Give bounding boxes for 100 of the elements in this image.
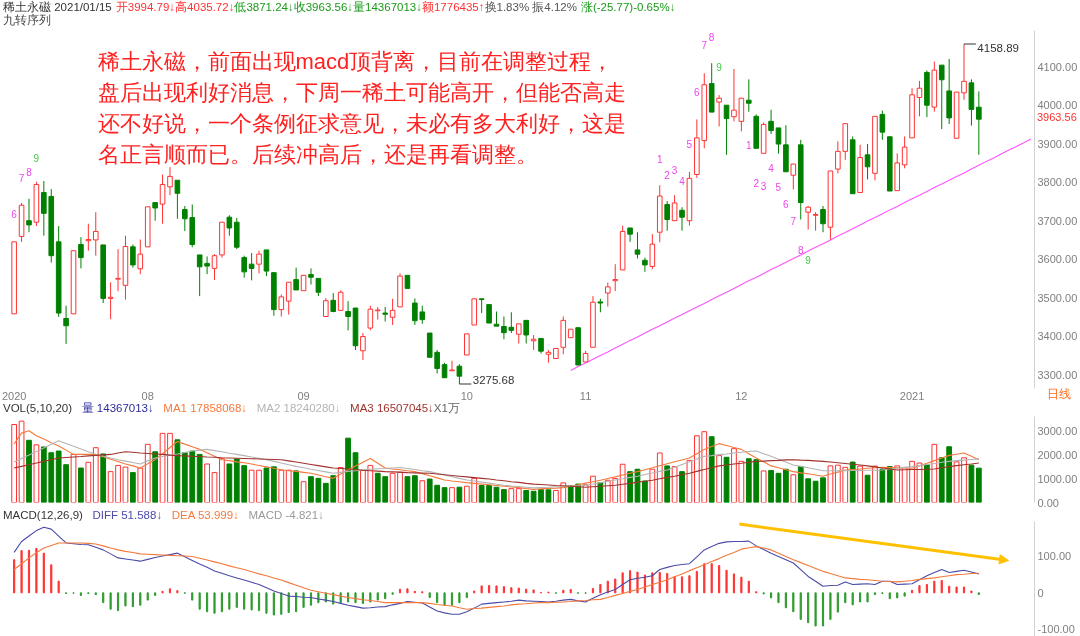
bar <box>263 467 270 503</box>
bar <box>456 486 463 503</box>
candlestick <box>285 281 292 316</box>
candlestick <box>753 113 760 149</box>
annotation: 3275.68 <box>472 374 515 386</box>
chart-subtitle: 九转序列 <box>2 14 52 27</box>
candlestick <box>471 298 478 326</box>
line-series <box>13 526 980 615</box>
bar <box>515 488 522 503</box>
candlestick <box>575 327 581 366</box>
candlestick <box>812 211 819 232</box>
bar <box>404 476 411 503</box>
candlestick <box>115 248 121 292</box>
annotation: 3 <box>671 164 678 176</box>
text: MA2 18240280↓ <box>256 402 341 415</box>
bar <box>419 480 426 503</box>
bar <box>886 466 893 503</box>
x-tick-label: 10 <box>460 389 473 402</box>
x-tick-label: 12 <box>735 389 748 402</box>
bar <box>152 451 159 503</box>
bar <box>100 453 107 503</box>
candlestick <box>478 298 485 314</box>
bar <box>144 443 151 503</box>
candlestick <box>968 78 975 127</box>
annotation: 7 <box>18 172 25 184</box>
candlestick <box>909 87 915 139</box>
text: 日线 <box>1047 387 1071 401</box>
candlestick <box>849 135 856 195</box>
annotation: 8 <box>708 31 715 43</box>
bar <box>716 455 722 503</box>
y-tick-label: 3400.00 <box>1037 330 1078 343</box>
bar <box>285 469 292 503</box>
candlestick <box>137 239 144 275</box>
candlestick <box>872 115 878 181</box>
candlestick <box>122 235 129 301</box>
candlestick <box>664 200 670 232</box>
bar <box>849 461 856 503</box>
bar <box>130 472 136 503</box>
bar <box>827 465 834 503</box>
annotation: 9 <box>716 61 723 73</box>
annotation: 1 <box>746 140 753 152</box>
candlestick <box>144 206 151 248</box>
bar <box>864 474 871 503</box>
bar <box>226 463 233 503</box>
x-tick-label: 11 <box>579 389 592 402</box>
text: 低3871.24↓收3963.56↓量14367013↓ <box>234 1 422 13</box>
bar <box>619 463 626 503</box>
bar <box>679 471 685 503</box>
candlestick <box>857 144 863 194</box>
candlestick <box>271 272 277 317</box>
y-tick-label: 100.00 <box>1037 550 1072 563</box>
x-tick-label: 2021 <box>899 389 925 402</box>
candlestick <box>449 360 455 372</box>
candlestick <box>708 62 715 113</box>
candlestick <box>464 333 470 356</box>
bar <box>300 481 307 503</box>
candlestick <box>679 206 685 232</box>
chart-title: MACD(12,26,9) <box>3 509 83 522</box>
candlestick <box>63 305 69 345</box>
candlestick <box>493 311 500 327</box>
candlestick <box>404 274 411 289</box>
candlestick <box>337 289 344 311</box>
bar <box>924 464 930 503</box>
text: DEA 53.999↓ <box>171 509 239 522</box>
bar <box>708 436 715 503</box>
annotation: 6 <box>783 198 790 210</box>
bar <box>449 487 455 503</box>
bar <box>656 452 663 503</box>
candlestick <box>656 184 663 243</box>
candlestick <box>152 202 158 222</box>
line-series <box>13 451 980 488</box>
bar <box>11 424 18 503</box>
candlestick <box>938 64 945 130</box>
text: DIFF 51.588↓ <box>92 509 163 522</box>
candlestick <box>976 90 982 156</box>
candlestick <box>26 198 32 233</box>
bar <box>85 461 92 503</box>
candlestick <box>293 267 299 291</box>
annotation: 3 <box>760 180 767 192</box>
candlestick <box>642 257 648 273</box>
annotation: 1 <box>656 153 663 165</box>
text: 量 14367013↓ <box>81 402 154 415</box>
annotation: 4 <box>768 162 775 174</box>
candlestick <box>360 332 366 361</box>
candlestick <box>219 221 225 259</box>
y-tick-label: 3800.00 <box>1037 176 1078 189</box>
bar <box>78 467 84 503</box>
x-tick-label: 09 <box>297 389 310 402</box>
candlestick <box>18 202 25 243</box>
bar <box>671 466 678 503</box>
y-axis-title: X1万 <box>433 402 460 414</box>
bar <box>26 439 32 503</box>
candlestick <box>486 304 492 324</box>
candlestick <box>894 152 901 192</box>
annotation: 7 <box>701 39 708 51</box>
bar <box>975 467 982 503</box>
annotation: 5 <box>775 181 782 193</box>
bar <box>664 465 671 503</box>
line-series <box>13 542 980 610</box>
y-tick-label: 4000.00 <box>1037 99 1078 112</box>
